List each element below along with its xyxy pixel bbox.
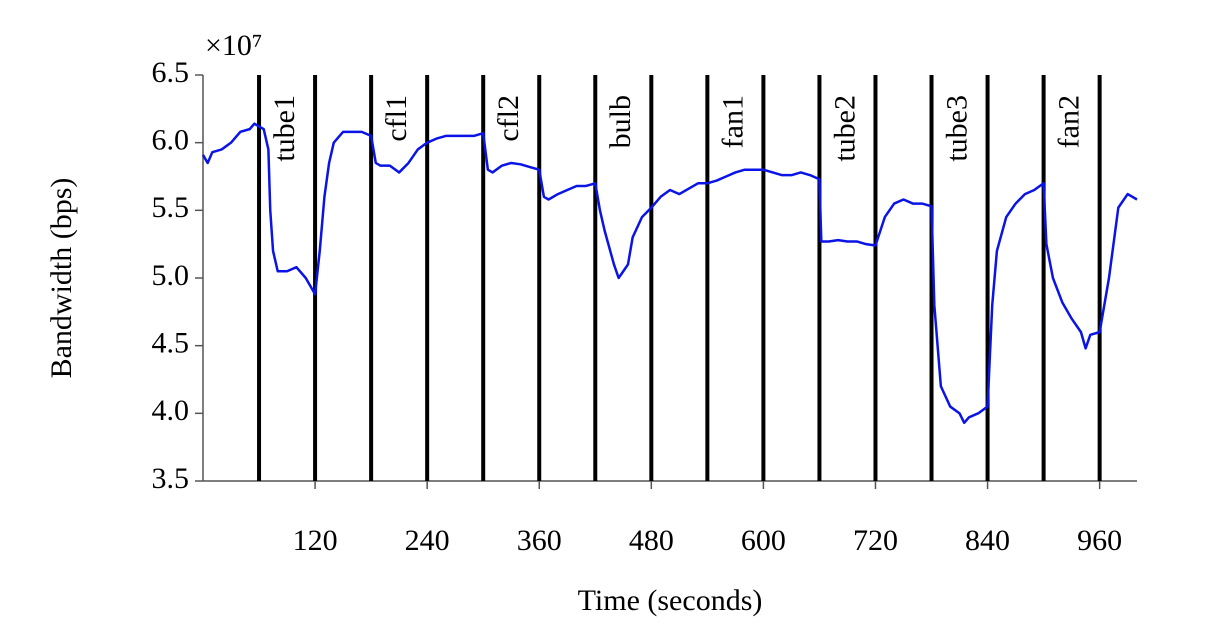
- x-tick-label: 240: [405, 524, 450, 557]
- event-label: fan2: [1053, 95, 1086, 148]
- y-tick-label: 5.0: [152, 259, 190, 292]
- y-tick-label: 3.5: [152, 462, 190, 495]
- y-tick-label: 4.5: [152, 327, 190, 360]
- y-tick-label: 6.5: [152, 56, 190, 89]
- x-axis-label: Time (seconds): [578, 584, 763, 617]
- y-tick-label: 5.5: [152, 191, 190, 224]
- event-label: tube3: [940, 95, 973, 162]
- event-label: fan1: [716, 95, 749, 148]
- event-label: bulb: [604, 95, 637, 148]
- data-line: [201, 122, 1138, 425]
- x-tick-label: 840: [965, 524, 1010, 557]
- event-label: tube1: [268, 95, 301, 162]
- y-multiplier: ×10⁷: [205, 29, 262, 62]
- event-label: tube2: [828, 95, 861, 162]
- x-tick-label: 600: [741, 524, 786, 557]
- x-tick-label: 480: [629, 524, 674, 557]
- y-axis-label: Bandwidth (bps): [45, 178, 78, 379]
- y-tick-label: 4.0: [152, 394, 190, 427]
- event-label: cfl1: [380, 95, 413, 142]
- event-label: cfl2: [492, 95, 525, 142]
- y-tick-label: 6.0: [152, 124, 190, 157]
- x-tick-label: 120: [293, 524, 338, 557]
- x-tick-label: 360: [517, 524, 562, 557]
- x-tick-label: 720: [853, 524, 898, 557]
- x-tick-label: 960: [1077, 524, 1122, 557]
